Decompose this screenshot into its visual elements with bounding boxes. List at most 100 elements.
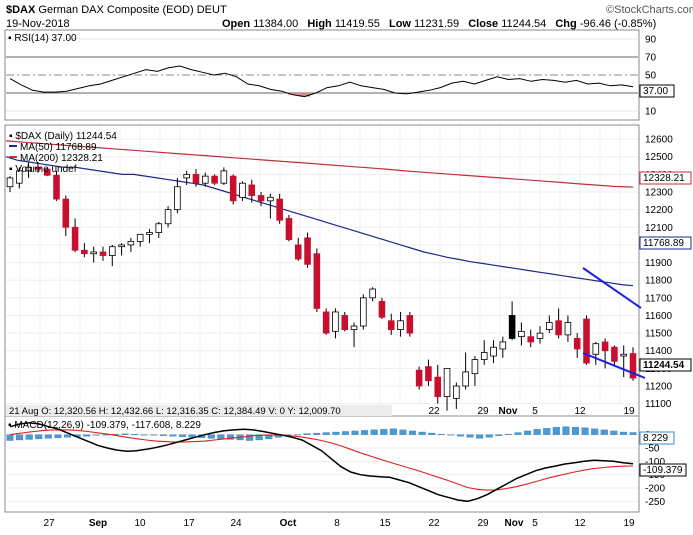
candle-body [136, 233, 144, 242]
candle [369, 287, 376, 302]
macd-hist-bar [466, 434, 474, 438]
candle-body [127, 240, 135, 246]
chart-date: 19-Nov-2018 [6, 18, 70, 30]
candle [564, 315, 572, 342]
x-tick-bottom: 29 [477, 518, 489, 529]
macd-hist-bar [64, 434, 72, 438]
candle [322, 308, 330, 335]
x-tick-top: 29 [477, 406, 489, 417]
macd-tick: -250 [645, 497, 665, 508]
price-tick: 11200 [645, 382, 673, 393]
close-value-tag [639, 358, 692, 372]
candle-body [360, 297, 367, 327]
x-tick-bottom: 15 [379, 518, 391, 529]
macd-hist-bar [255, 434, 263, 441]
candle [99, 246, 107, 261]
price-tick: 11800 [645, 276, 673, 287]
candle-body [183, 173, 190, 179]
rsi-value-tag [639, 84, 675, 98]
candle [341, 311, 349, 332]
candle [350, 322, 358, 348]
candle [164, 206, 172, 228]
candle [453, 382, 460, 409]
macd-tick: -50 [645, 444, 660, 455]
hist-value-tag [639, 431, 675, 445]
rsi-legend: ▪ RSI(14) 37.00 [8, 33, 77, 44]
rsi-gridlines [6, 38, 638, 112]
candle [601, 338, 609, 369]
macd-hist-bar [456, 434, 464, 437]
ma50-value-tag [639, 236, 692, 250]
ma50-series [5, 156, 634, 287]
candle [239, 181, 246, 201]
macd-hist-bar [6, 434, 14, 441]
candle-body [285, 218, 293, 241]
legend-volume: ▪ Volume undef [9, 164, 77, 175]
candle-body [341, 315, 349, 330]
candle-body [16, 170, 23, 184]
x-tick-bottom: 22 [428, 518, 440, 529]
candle [285, 214, 293, 242]
candle [155, 222, 163, 238]
candle [109, 244, 116, 267]
candle-body [462, 371, 469, 387]
macd-hist-bar [25, 434, 33, 440]
candle-body [592, 343, 600, 355]
rsi-oversold-fill [287, 93, 299, 95]
candle [397, 311, 404, 337]
candle-body [620, 353, 627, 357]
candle [360, 294, 367, 330]
candle [220, 167, 228, 185]
macd-hist-bar [150, 434, 158, 436]
macd-line [9, 421, 634, 503]
macd-hist-bar [361, 430, 369, 435]
candle [332, 308, 339, 339]
candlesticks [6, 162, 637, 411]
candle [294, 237, 302, 261]
candle-body [378, 300, 386, 318]
candle-body [192, 173, 200, 184]
macd-hist-bar [533, 429, 541, 435]
macd-value-text: -109.379 [643, 465, 683, 476]
candle-body [555, 320, 562, 336]
ohlc-summary: Open 11384.00 High 11419.55 Low 11231.59… [222, 18, 656, 30]
candle-body [257, 195, 265, 202]
candle [183, 170, 190, 185]
x-tick-top: 5 [532, 406, 538, 417]
candle [313, 248, 321, 312]
candle-body [201, 175, 209, 184]
candle [192, 169, 200, 187]
legend-ma200: MA(200) 12328.21 [20, 153, 103, 164]
candle-body [90, 251, 97, 255]
macd-hist-bar [543, 428, 551, 435]
candle-body [350, 325, 358, 330]
candle-body [6, 177, 14, 188]
candle [174, 177, 181, 214]
candle [471, 356, 479, 387]
candle-body [332, 311, 339, 332]
ma200-value-text: 12328.21 [643, 173, 685, 184]
candle-body [322, 311, 330, 334]
candle-body [583, 318, 590, 364]
x-tick-bottom: 10 [134, 518, 146, 529]
macd-hist-bar [16, 434, 24, 441]
macd-hist-bar [351, 430, 359, 435]
candle [425, 359, 432, 387]
close-value-text: 11244.54 [643, 360, 685, 371]
x-tick-top: 12 [574, 406, 586, 417]
wedge-trendlines [582, 267, 646, 379]
candle [536, 326, 544, 344]
macd-hist-bar [409, 430, 417, 435]
candle-body [387, 320, 395, 330]
macd-hist-bar [226, 434, 234, 440]
ma200-line [5, 140, 634, 188]
candle [499, 336, 507, 358]
macd-hist-bar [552, 427, 560, 435]
candle-body [174, 186, 181, 211]
macd-hist-bar [140, 434, 148, 436]
macd-hist-bar [581, 427, 589, 435]
candle-body [546, 322, 553, 330]
info-bar: 21 Aug O: 12,320.56 H: 12,432.66 L: 12,3… [9, 406, 341, 417]
info-bar-bg [6, 405, 392, 416]
candle-body [239, 182, 246, 198]
